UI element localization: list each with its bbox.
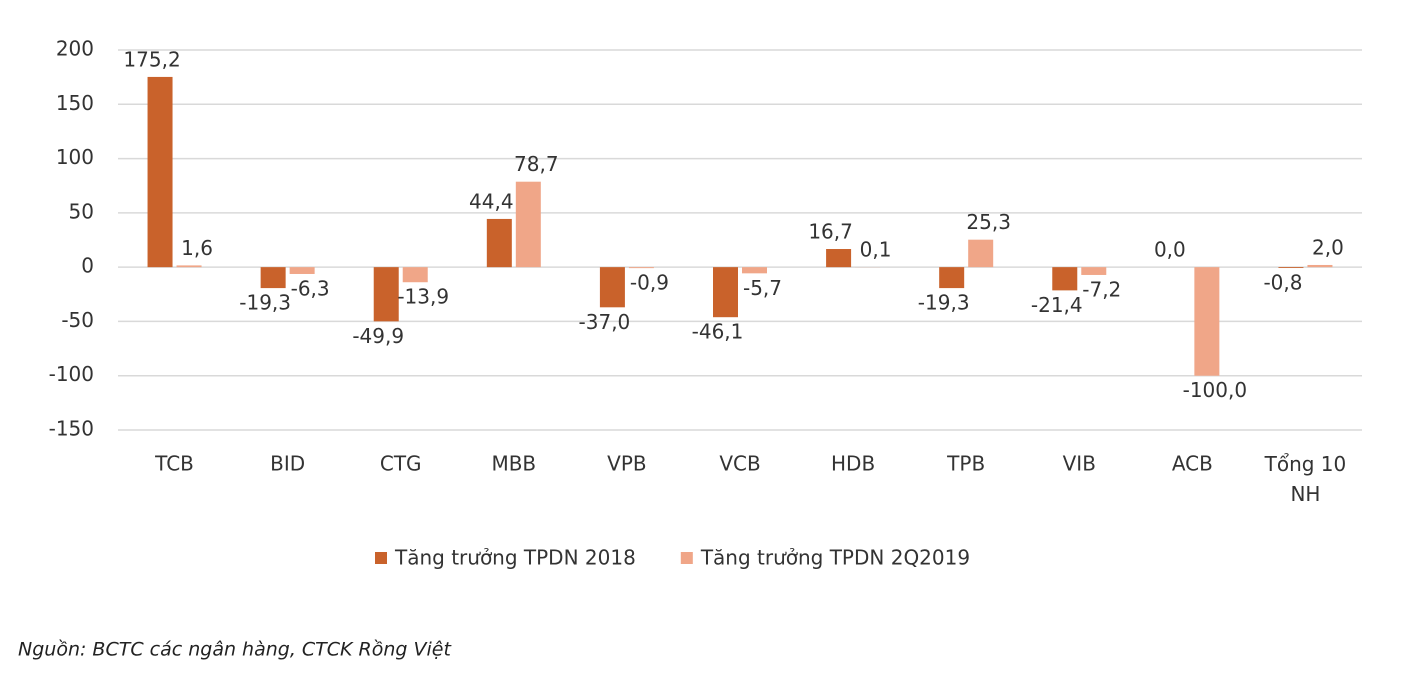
value-label: 0,0 <box>1154 238 1186 262</box>
value-label: -13,9 <box>397 285 449 309</box>
value-label: -46,1 <box>692 320 744 344</box>
value-label: -5,7 <box>743 276 782 300</box>
bar <box>515 181 541 268</box>
x-tick-label: Tổng 10 NH <box>1264 452 1347 506</box>
bar <box>486 218 512 268</box>
value-label: -19,3 <box>918 291 970 315</box>
bar <box>1278 267 1304 269</box>
x-tick-label: ACB <box>1172 452 1213 476</box>
value-label: -37,0 <box>579 310 631 334</box>
bar <box>402 267 428 283</box>
y-tick-label: 150 <box>56 91 94 115</box>
bar <box>939 267 965 289</box>
y-tick-label: -50 <box>61 308 94 332</box>
legend-label: Tăng trưởng TPDN 2018 <box>394 546 636 570</box>
bar <box>826 249 852 268</box>
value-label: -6,3 <box>291 276 330 300</box>
bar <box>968 239 994 268</box>
bar <box>628 267 654 269</box>
bar <box>1307 264 1333 268</box>
value-label: -0,9 <box>630 271 669 295</box>
value-label: 78,7 <box>514 152 559 176</box>
bar <box>289 267 315 274</box>
bar <box>176 265 202 268</box>
y-tick-label: -150 <box>49 417 94 441</box>
x-tick-label: MBB <box>491 452 536 476</box>
x-tick-label: CTG <box>380 452 422 476</box>
y-tick-label: 200 <box>56 37 94 61</box>
y-tick-label: 100 <box>56 145 94 169</box>
value-label: -100,0 <box>1183 378 1247 402</box>
value-label: 25,3 <box>966 210 1011 234</box>
bar <box>1052 267 1078 291</box>
x-tick-label: TCB <box>154 452 194 476</box>
y-tick-label: 50 <box>69 199 94 223</box>
bar <box>1081 267 1107 275</box>
value-label: 2,0 <box>1312 235 1344 259</box>
source-note: Nguồn: BCTC các ngân hàng, CTCK Rồng Việ… <box>18 639 452 661</box>
x-tick-label: HDB <box>831 452 875 476</box>
bar <box>742 267 767 274</box>
value-label: -7,2 <box>1082 277 1121 301</box>
bar <box>1194 267 1220 376</box>
value-label: -21,4 <box>1031 293 1083 317</box>
legend-swatch <box>680 552 693 564</box>
value-label: 16,7 <box>808 220 853 244</box>
bar <box>260 267 286 289</box>
value-label: 44,4 <box>469 189 514 213</box>
value-label: -0,8 <box>1263 271 1302 295</box>
x-tick-label: VPB <box>607 452 646 476</box>
x-tick-label: TPB <box>946 452 985 476</box>
x-tick-label: BID <box>270 452 305 476</box>
legend-label: Tăng trưởng TPDN 2Q2019 <box>700 546 970 570</box>
value-label: -19,3 <box>239 291 291 315</box>
value-label: 175,2 <box>123 47 180 71</box>
value-label: -49,9 <box>352 324 404 348</box>
y-tick-label: -100 <box>49 362 94 386</box>
x-tick-label: VCB <box>719 452 760 476</box>
bar <box>713 267 738 318</box>
bar <box>599 267 625 308</box>
value-label: 0,1 <box>860 238 892 262</box>
legend-swatch <box>375 552 387 564</box>
bar <box>147 76 173 268</box>
bar <box>373 267 399 322</box>
value-label: 1,6 <box>181 236 213 260</box>
x-tick-label: VIB <box>1063 452 1096 476</box>
y-tick-label: 0 <box>81 254 94 278</box>
